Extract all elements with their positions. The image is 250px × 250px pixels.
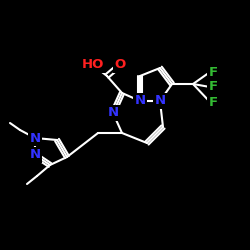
Text: O: O (114, 58, 126, 71)
Text: HO: HO (82, 58, 104, 71)
Text: N: N (30, 148, 40, 162)
Text: N: N (154, 94, 166, 108)
Text: N: N (134, 94, 145, 108)
Text: F: F (208, 66, 218, 78)
Text: N: N (30, 132, 40, 144)
Text: F: F (208, 96, 218, 108)
Text: N: N (108, 106, 118, 120)
Text: F: F (208, 80, 218, 94)
